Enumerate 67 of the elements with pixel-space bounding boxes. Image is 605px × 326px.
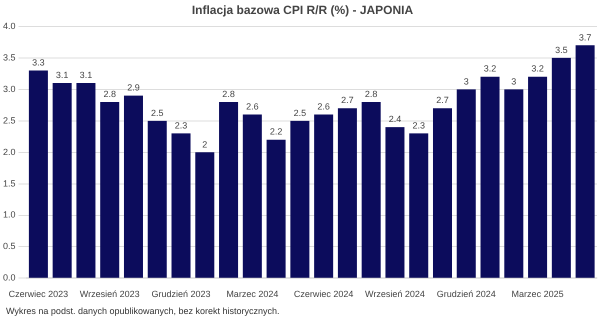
data-label: 2.5 [150, 108, 164, 118]
x-tick-label: Czerwiec 2023 [8, 289, 68, 300]
y-tick-label: 1.0 [2, 210, 16, 220]
x-tick-label: Wrzesień 2024 [365, 289, 425, 300]
y-tick-label: 2.5 [2, 115, 16, 126]
data-label: 3 [511, 76, 516, 86]
data-label: 2.8 [222, 88, 235, 99]
y-tick-label: 3.0 [2, 84, 16, 94]
data-label: 3.1 [56, 70, 68, 80]
data-label: 3.7 [578, 32, 592, 42]
x-tick-label: Grudzień 2024 [436, 289, 496, 300]
data-label: 2.7 [436, 95, 449, 106]
bar [290, 120, 310, 278]
data-label: 3.1 [80, 70, 92, 80]
y-tick-label: 2.0 [2, 146, 16, 157]
bar [480, 76, 500, 278]
bar [100, 102, 120, 278]
bar [385, 127, 404, 278]
data-label: 2.7 [341, 95, 354, 106]
data-label: 2.6 [317, 102, 330, 112]
bar [172, 133, 191, 278]
data-label: 2.6 [246, 102, 259, 112]
x-tick-label: Marzec 2024 [226, 289, 278, 300]
data-label: 2 [202, 139, 208, 150]
bar [76, 83, 96, 278]
x-tick-label: Marzec 2025 [512, 289, 564, 300]
bar [338, 108, 357, 278]
bar [124, 96, 143, 278]
chart-title: Inflacja bazowa CPI R/R (%) - JAPONIA [190, 3, 414, 17]
y-tick-label: 4.0 [2, 20, 16, 31]
data-label: 2.2 [270, 126, 282, 137]
data-label: 3.3 [32, 57, 45, 68]
bar [432, 108, 452, 278]
data-label: 3.2 [531, 64, 544, 74]
bar [52, 83, 72, 278]
data-label: 2.8 [103, 88, 116, 99]
bar [28, 70, 48, 278]
x-tick-label: Czerwiec 2024 [294, 289, 354, 300]
x-tick-label: Wrzesień 2023 [80, 289, 140, 300]
bar [528, 76, 548, 278]
y-tick-label: 1.5 [2, 178, 16, 188]
bar [456, 89, 476, 278]
bar [362, 102, 381, 278]
y-tick-label: 3.5 [2, 52, 16, 62]
bar [314, 114, 334, 278]
data-label: 3.5 [555, 44, 568, 55]
bar [195, 152, 214, 278]
data-label: 2.3 [174, 120, 188, 130]
x-tick-label: Grudzień 2023 [151, 289, 211, 300]
data-label: 2.8 [364, 88, 378, 99]
data-label: 2.9 [127, 82, 140, 93]
bar [148, 120, 167, 278]
data-label: 2.3 [412, 120, 425, 130]
bar [504, 89, 524, 278]
bar [576, 45, 595, 278]
y-tick-label: 0.0 [2, 272, 16, 283]
y-tick-label: 0.5 [2, 241, 16, 252]
bar [552, 58, 571, 278]
bar [266, 140, 286, 278]
data-label: 3.2 [484, 64, 496, 74]
data-label: 2.5 [294, 108, 306, 118]
data-label: 3 [464, 76, 469, 86]
data-label: 2.4 [388, 114, 402, 124]
bar [219, 102, 238, 278]
bar [242, 114, 262, 278]
text: Wykres na podst. danych opublikowanych, bez korekt historycznych. [6, 306, 280, 316]
bar [409, 133, 428, 278]
